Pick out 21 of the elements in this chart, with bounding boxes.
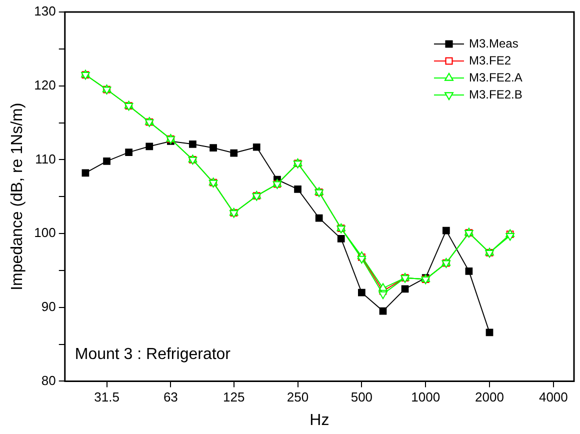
annotation: Mount 3 : Refrigerator	[74, 346, 232, 364]
x-tick-label: 500	[350, 390, 373, 405]
y-axis-title: Impedance (dB, re 1Ns/m)	[9, 102, 26, 290]
x-axis-title: Hz	[310, 412, 330, 429]
x-tick-label: 2000	[475, 390, 504, 405]
x-tick-label: 1000	[411, 390, 440, 405]
y-tick-label: 90	[41, 298, 56, 314]
x-tick-label: 250	[286, 390, 309, 405]
legend-label: M3.FE2.A	[469, 70, 522, 84]
x-tick-label: 4000	[538, 390, 568, 405]
x-tick-label: 31.5	[94, 390, 120, 405]
legend-label: M3.FE2.B	[469, 87, 522, 102]
y-tick-label: 80	[41, 372, 56, 388]
x-tick-label: 63	[163, 390, 178, 405]
y-tick-label: 130	[34, 4, 56, 19]
y-tick-label: 120	[34, 77, 56, 92]
legend-label: M3.Meas	[469, 36, 518, 50]
x-tick-label: 125	[223, 390, 245, 405]
y-tick-label: 100	[34, 225, 56, 240]
legend-label: M3.FE2	[469, 53, 512, 68]
y-tick-label: 110	[35, 151, 56, 166]
